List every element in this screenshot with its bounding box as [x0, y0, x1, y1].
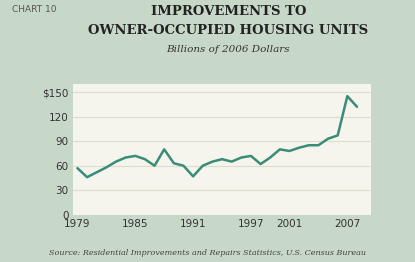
Text: IMPROVEMENTS TO: IMPROVEMENTS TO	[151, 5, 306, 18]
Text: Source: Residential Improvements and Repairs Statistics, U.S. Census Bureau: Source: Residential Improvements and Rep…	[49, 249, 366, 257]
Text: Billions of 2006 Dollars: Billions of 2006 Dollars	[166, 45, 290, 53]
Text: CHART 10: CHART 10	[12, 5, 57, 14]
Text: OWNER-OCCUPIED HOUSING UNITS: OWNER-OCCUPIED HOUSING UNITS	[88, 24, 369, 37]
